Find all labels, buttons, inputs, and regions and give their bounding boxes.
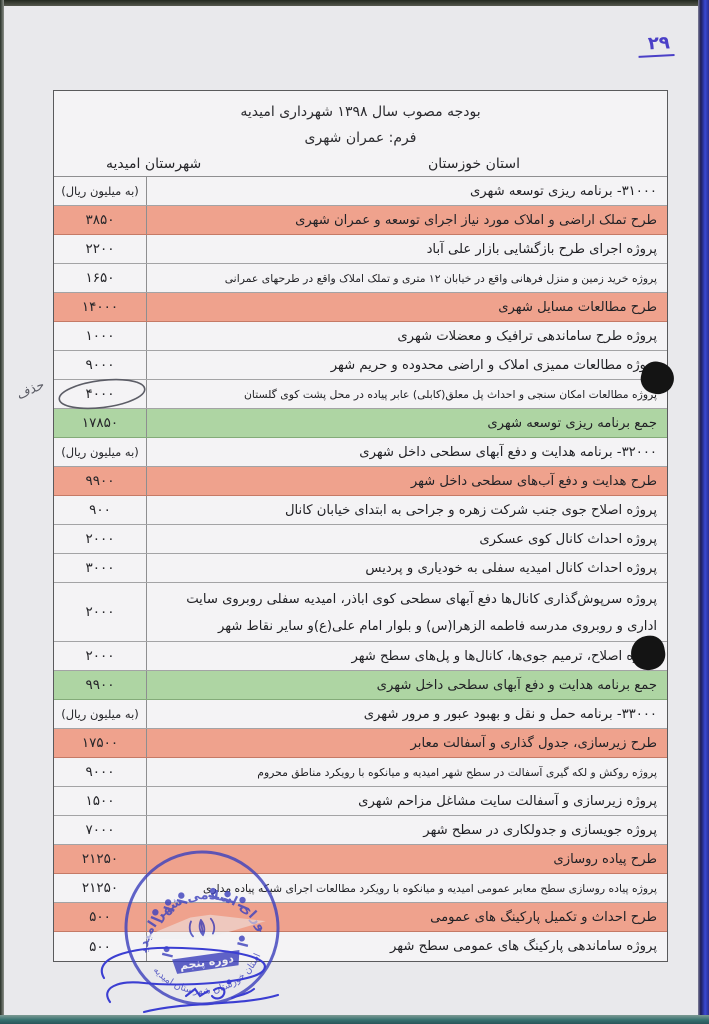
- project-description: پروژه روکش و لکه گیری آسفالت در سطح شهر …: [257, 765, 657, 779]
- table-row: پروژه احداث کانال امیدیه سفلی به خودیاری…: [54, 554, 667, 583]
- form-label: فرم: عمران شهری: [304, 130, 417, 146]
- project-description: طرح زیرسازی، جدول گذاری و آسفالت معابر: [410, 735, 657, 751]
- amount-value: ۲۰۰۰: [54, 525, 147, 553]
- table-row: طرح زیرسازی، جدول گذاری و آسفالت معابر ۱…: [54, 729, 667, 758]
- table-row: طرح احداث و تکمیل پارکینگ های عمومی ۵۰۰: [54, 903, 667, 932]
- project-description: پروژه اجرای طرح بازگشایی بازار علی آباد: [426, 241, 657, 257]
- amount-value: ۵۰۰: [54, 903, 147, 931]
- project-description: پروژه اصلاح جوی جنب شرکت زهره و جراحی به…: [284, 502, 657, 518]
- table-row: پروژه زیرسازی و آسفالت سایت مشاغل مزاحم …: [54, 787, 667, 816]
- table-row: ۳۳۰۰۰- برنامه حمل و نقل و بهبود عبور و م…: [54, 700, 667, 729]
- table-row: طرح مطالعات مسایل شهری ۱۴۰۰۰: [54, 293, 667, 322]
- table-rows: ۳۱۰۰۰- برنامه ریزی توسعه شهری (به میلیون…: [54, 177, 667, 961]
- province-label: استان خوزستان: [428, 156, 520, 172]
- amount-value: ۱۵۰۰: [54, 787, 147, 815]
- amount-value: ۱۴۰۰۰: [54, 293, 147, 321]
- table-title-block: بودجه مصوب سال ۱۳۹۸ شهرداری امیدیه فرم: …: [54, 91, 667, 177]
- table-row: طرح تملک اراضی و املاک مورد نیاز اجرای ت…: [54, 206, 667, 235]
- amount-value: ۱۷۵۰۰: [54, 729, 147, 757]
- table-row: پروژه سرپوش‌گذاری کانال‌ها دفع آبهای سطح…: [54, 583, 667, 642]
- emblem-icon: [188, 917, 216, 938]
- amount-value: (به میلیون ریال): [54, 438, 147, 466]
- table-row: پروژه مطالعات ممیزی املاک و اراضی محدوده…: [54, 351, 667, 380]
- scan-edge-right: [698, 0, 709, 1024]
- amount-value: ۱۶۵۰: [54, 264, 147, 292]
- project-description: طرح هدایت و دفع آب‌های سطحی داخل شهر: [410, 473, 657, 489]
- county-label: شهرستان امیدیه: [106, 156, 202, 172]
- document-title: بودجه مصوب سال ۱۳۹۸ شهرداری امیدیه: [240, 104, 481, 120]
- table-row: پروژه روکش و لکه گیری آسفالت در سطح شهر …: [54, 758, 667, 787]
- amount-value: ۹۰۰۰: [54, 758, 147, 786]
- amount-value: ۹۹۰۰: [54, 467, 147, 495]
- table-row: پروژه اجرای طرح بازگشایی بازار علی آباد …: [54, 235, 667, 264]
- project-description: پروژه پیاده روسازی سطح معابر عمومی امیدی…: [203, 881, 657, 895]
- table-row: جمع برنامه هدایت و دفع آبهای سطحی داخل ش…: [54, 671, 667, 700]
- table-row: ۳۲۰۰۰- برنامه هدایت و دفع آبهای سطحی داخ…: [54, 438, 667, 467]
- amount-value: (به میلیون ریال): [54, 177, 147, 205]
- amount-value: ۱۰۰۰: [54, 322, 147, 350]
- project-description: پروژه خرید زمین و منزل فرهانی واقع در خی…: [224, 271, 657, 285]
- project-description: پروژه احداث کانال امیدیه سفلی به خودیاری…: [365, 560, 657, 576]
- project-description: پروژه ساماندهی پارکینگ های عمومی سطح شهر: [390, 939, 657, 954]
- table-row: پروژه جویسازی و جدولکاری در سطح شهر ۷۰۰۰: [54, 816, 667, 845]
- region-line: استان خوزستان شهرستان امیدیه: [54, 151, 667, 177]
- project-description: پروژه زیرسازی و آسفالت سایت مشاغل مزاحم …: [358, 793, 657, 809]
- project-description: پروژه احداث کانال کوی عسکری: [479, 531, 657, 547]
- amount-value: ۹۰۰: [54, 496, 147, 524]
- table-row: پروژه اصلاح، ترمیم جوی‌ها، کانال‌ها و پل…: [54, 642, 667, 671]
- people-figures: [150, 887, 250, 958]
- table-row: ۳۱۰۰۰- برنامه ریزی توسعه شهری (به میلیون…: [54, 177, 667, 206]
- table-row: پروژه اصلاح جوی جنب شرکت زهره و جراحی به…: [54, 496, 667, 525]
- amount-value: ۷۰۰۰: [54, 816, 147, 844]
- project-description: جمع برنامه هدایت و دفع آبهای سطحی داخل ش…: [376, 677, 657, 693]
- stamp-banner: دوره پنجم: [172, 950, 240, 974]
- scan-edge-top: [0, 0, 709, 6]
- project-description: طرح تملک اراضی و املاک مورد نیاز اجرای ت…: [295, 212, 657, 228]
- amount-value: ۲۱۲۵۰: [54, 845, 147, 873]
- handwritten-circle-annotation: [58, 378, 146, 410]
- project-description: طرح مطالعات مسایل شهری: [498, 299, 657, 315]
- scan-edge-left: [0, 0, 4, 1024]
- amount-value: ۲۰۰۰: [54, 642, 147, 670]
- table-row: پروژه ساماندهی پارکینگ های عمومی سطح شهر…: [54, 932, 667, 961]
- table-row: پروژه طرح ساماندهی ترافیک و معضلات شهری …: [54, 322, 667, 351]
- amount-value: ۳۸۵۰: [54, 206, 147, 234]
- amount-value: ۳۰۰۰: [54, 554, 147, 582]
- project-description: پروژه اصلاح، ترمیم جوی‌ها، کانال‌ها و پل…: [351, 648, 657, 664]
- amount-value: ۱۷۸۵۰: [54, 409, 147, 437]
- project-description: پروژه مطالعات ممیزی املاک و اراضی محدوده…: [330, 357, 657, 373]
- project-description: پروژه سرپوش‌گذاری کانال‌ها دفع آبهای سطح…: [186, 592, 657, 634]
- amount-value: ۵۰۰: [54, 932, 147, 961]
- project-description: پروژه طرح ساماندهی ترافیک و معضلات شهری: [397, 328, 657, 344]
- budget-table: بودجه مصوب سال ۱۳۹۸ شهرداری امیدیه فرم: …: [53, 90, 668, 962]
- amount-value: ۲۱۲۵۰: [54, 874, 147, 902]
- amount-value: ۹۹۰۰: [54, 671, 147, 699]
- amount-value: ۴۰۰۰: [54, 380, 147, 408]
- amount-value: (به میلیون ریال): [54, 700, 147, 728]
- handwritten-page-number: ۲۹: [637, 32, 675, 58]
- table-row: پروژه خرید زمین و منزل فرهانی واقع در خی…: [54, 264, 667, 293]
- table-row: جمع برنامه ریزی توسعه شهری ۱۷۸۵۰: [54, 409, 667, 438]
- scan-edge-bottom: [0, 1015, 709, 1024]
- amount-value: ۲۰۰۰: [54, 583, 147, 641]
- table-row: طرح هدایت و دفع آب‌های سطحی داخل شهر ۹۹۰…: [54, 467, 667, 496]
- handwritten-delete-note: حذف: [14, 377, 47, 404]
- table-row: پروژه پیاده روسازی سطح معابر عمومی امیدی…: [54, 874, 667, 903]
- table-row: پروژه مطالعات امکان سنجی و احداث پل معلق…: [54, 380, 667, 409]
- amount-value: ۲۲۰۰: [54, 235, 147, 263]
- signature: [100, 946, 280, 1014]
- project-description: پروژه مطالعات امکان سنجی و احداث پل معلق…: [243, 387, 657, 401]
- amount-value: ۹۰۰۰: [54, 351, 147, 379]
- project-description: طرح پیاده روسازی: [553, 851, 657, 867]
- project-description: ۳۱۰۰۰- برنامه ریزی توسعه شهری: [469, 183, 657, 199]
- table-row: طرح پیاده روسازی ۲۱۲۵۰: [54, 845, 667, 874]
- project-description: طرح احداث و تکمیل پارکینگ های عمومی: [430, 909, 657, 925]
- project-description: جمع برنامه ریزی توسعه شهری: [487, 415, 657, 431]
- table-row: پروژه احداث کانال کوی عسکری ۲۰۰۰: [54, 525, 667, 554]
- project-description: ۳۲۰۰۰- برنامه هدایت و دفع آبهای سطحی داخ…: [359, 444, 657, 460]
- project-description: ۳۳۰۰۰- برنامه حمل و نقل و بهبود عبور و م…: [363, 706, 657, 722]
- project-description: پروژه جویسازی و جدولکاری در سطح شهر: [423, 822, 657, 838]
